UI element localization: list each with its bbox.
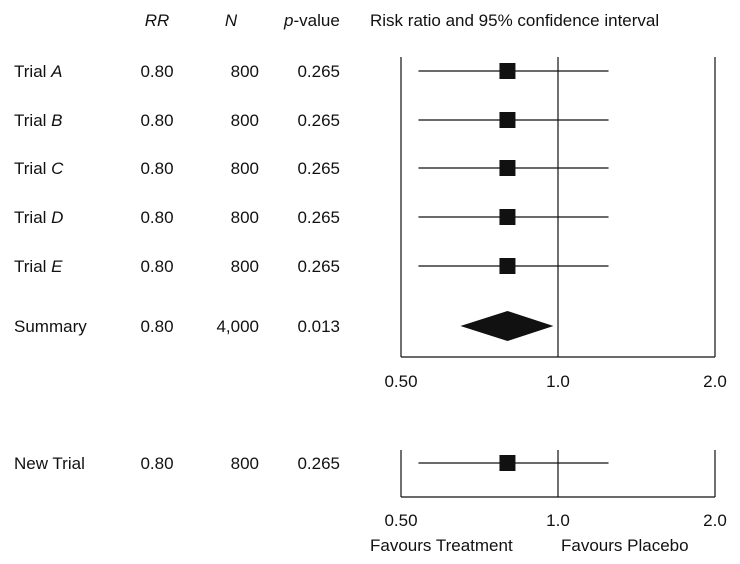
p-value: 0.265 [297, 111, 340, 130]
row-label-letter: B [51, 111, 62, 130]
p-value: 0.265 [297, 257, 340, 276]
p-value: 0.265 [297, 62, 340, 81]
row-label-text: Trial [14, 111, 51, 130]
n-value: 800 [231, 208, 259, 227]
favours-treatment-label: Favours Treatment [370, 536, 513, 555]
x-tick-label: 1.0 [546, 372, 570, 391]
header-plot: Risk ratio and 95% confidence interval [370, 11, 659, 30]
point-estimate-square [499, 160, 516, 176]
row-label: Trial A [14, 62, 63, 81]
p-value: 0.265 [297, 159, 340, 178]
n-value: 800 [231, 454, 259, 473]
row-label: Trial D [14, 208, 63, 227]
header-n: N [225, 11, 238, 30]
row-label-letter: A [50, 62, 62, 81]
row-label-letter: D [51, 208, 63, 227]
p-value: 0.265 [297, 208, 340, 227]
plot-axes: 0.50 1.0 2.0 0.50 1.0 2.0 [384, 57, 727, 530]
point-estimate-square [499, 258, 516, 274]
rr-value: 0.80 [140, 454, 173, 473]
row-label-letter: E [51, 257, 63, 276]
row-label-text: Trial [14, 257, 51, 276]
x-tick-label: 2.0 [703, 372, 727, 391]
header-p-value: p-value [283, 11, 340, 30]
header-p-italic: p [283, 11, 293, 30]
n-value: 4,000 [216, 317, 259, 336]
row-label: New Trial [14, 454, 85, 473]
point-estimate-square [499, 455, 516, 471]
row-label-text: Trial [14, 62, 51, 81]
n-value: 800 [231, 62, 259, 81]
p-value: 0.265 [297, 454, 340, 473]
n-value: 800 [231, 257, 259, 276]
point-estimate-square [499, 112, 516, 128]
rr-value: 0.80 [140, 111, 173, 130]
row-label: Trial B [14, 111, 63, 130]
point-estimate-square [499, 63, 516, 79]
rr-value: 0.80 [140, 208, 173, 227]
x-tick-label: 0.50 [384, 511, 417, 530]
plot-marks [418, 63, 609, 471]
row-label-text: New Trial [14, 454, 85, 473]
row-label-text: Summary [14, 317, 87, 336]
p-value: 0.013 [297, 317, 340, 336]
row-label-text: Trial [14, 208, 51, 227]
n-value: 800 [231, 111, 259, 130]
row-label: Trial E [14, 257, 63, 276]
rr-value: 0.80 [140, 62, 173, 81]
x-tick-label: 0.50 [384, 372, 417, 391]
row-label: Trial C [14, 159, 64, 178]
favours-placebo-label: Favours Placebo [561, 536, 689, 555]
row-label-letter: C [51, 159, 64, 178]
rr-value: 0.80 [140, 317, 173, 336]
table-rows: Trial A 0.80 800 0.265 Trial B 0.80 800 0.265 Tr… [14, 62, 340, 473]
row-label: Summary [14, 317, 87, 336]
rr-value: 0.80 [140, 257, 173, 276]
header-rr: RR [145, 11, 170, 30]
summary-diamond [460, 311, 554, 341]
header-p-rest: -value [293, 11, 339, 30]
n-value: 800 [231, 159, 259, 178]
rr-value: 0.80 [140, 159, 173, 178]
x-tick-label: 2.0 [703, 511, 727, 530]
x-tick-label: 1.0 [546, 511, 570, 530]
row-label-text: Trial [14, 159, 51, 178]
point-estimate-square [499, 209, 516, 225]
